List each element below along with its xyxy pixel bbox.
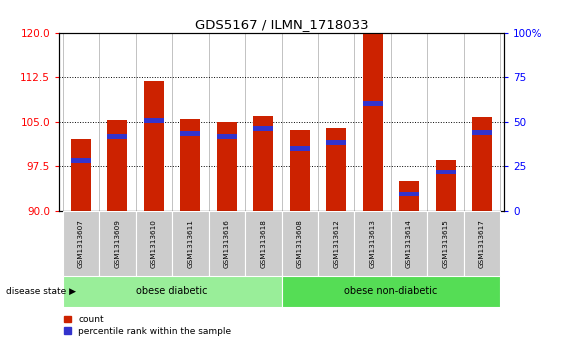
- Bar: [245, 211, 282, 276]
- Text: GSM1313613: GSM1313613: [370, 219, 376, 268]
- Bar: [71, 139, 91, 211]
- Text: disease state ▶: disease state ▶: [6, 287, 75, 296]
- Bar: [391, 211, 427, 276]
- Title: GDS5167 / ILMN_1718033: GDS5167 / ILMN_1718033: [195, 19, 368, 32]
- Text: GSM1313617: GSM1313617: [479, 219, 485, 268]
- Bar: [290, 146, 310, 151]
- Bar: [62, 276, 282, 307]
- Bar: [217, 134, 237, 139]
- Bar: [472, 117, 492, 211]
- Bar: [253, 126, 273, 131]
- Bar: [180, 131, 200, 136]
- Text: GSM1313607: GSM1313607: [78, 219, 84, 268]
- Bar: [144, 81, 164, 211]
- Bar: [399, 192, 419, 196]
- Bar: [71, 158, 91, 163]
- Text: GSM1313618: GSM1313618: [260, 219, 266, 268]
- Bar: [399, 181, 419, 211]
- Bar: [436, 160, 455, 211]
- Text: obese non-diabetic: obese non-diabetic: [344, 286, 437, 296]
- Text: GSM1313608: GSM1313608: [297, 219, 303, 268]
- Bar: [464, 211, 501, 276]
- Bar: [172, 211, 208, 276]
- Bar: [208, 211, 245, 276]
- Bar: [436, 170, 455, 174]
- Bar: [217, 122, 237, 211]
- Bar: [290, 130, 310, 211]
- Legend: count, percentile rank within the sample: count, percentile rank within the sample: [64, 315, 231, 335]
- Bar: [136, 211, 172, 276]
- Bar: [355, 211, 391, 276]
- Bar: [326, 127, 346, 211]
- Bar: [144, 118, 164, 123]
- Bar: [253, 116, 273, 211]
- Bar: [180, 119, 200, 211]
- Bar: [472, 130, 492, 135]
- Bar: [108, 134, 127, 139]
- Bar: [62, 211, 99, 276]
- Text: GSM1313609: GSM1313609: [114, 219, 120, 268]
- Bar: [326, 140, 346, 145]
- Text: GSM1313610: GSM1313610: [151, 219, 157, 268]
- Bar: [282, 211, 318, 276]
- Text: GSM1313612: GSM1313612: [333, 219, 339, 268]
- Bar: [282, 276, 501, 307]
- Text: GSM1313616: GSM1313616: [224, 219, 230, 268]
- Text: GSM1313614: GSM1313614: [406, 219, 412, 268]
- Text: GSM1313611: GSM1313611: [187, 219, 193, 268]
- Bar: [99, 211, 136, 276]
- Text: GSM1313615: GSM1313615: [443, 219, 449, 268]
- Bar: [318, 211, 355, 276]
- Text: obese diabetic: obese diabetic: [136, 286, 208, 296]
- Bar: [427, 211, 464, 276]
- Bar: [363, 33, 383, 211]
- Bar: [108, 121, 127, 211]
- Bar: [363, 101, 383, 106]
